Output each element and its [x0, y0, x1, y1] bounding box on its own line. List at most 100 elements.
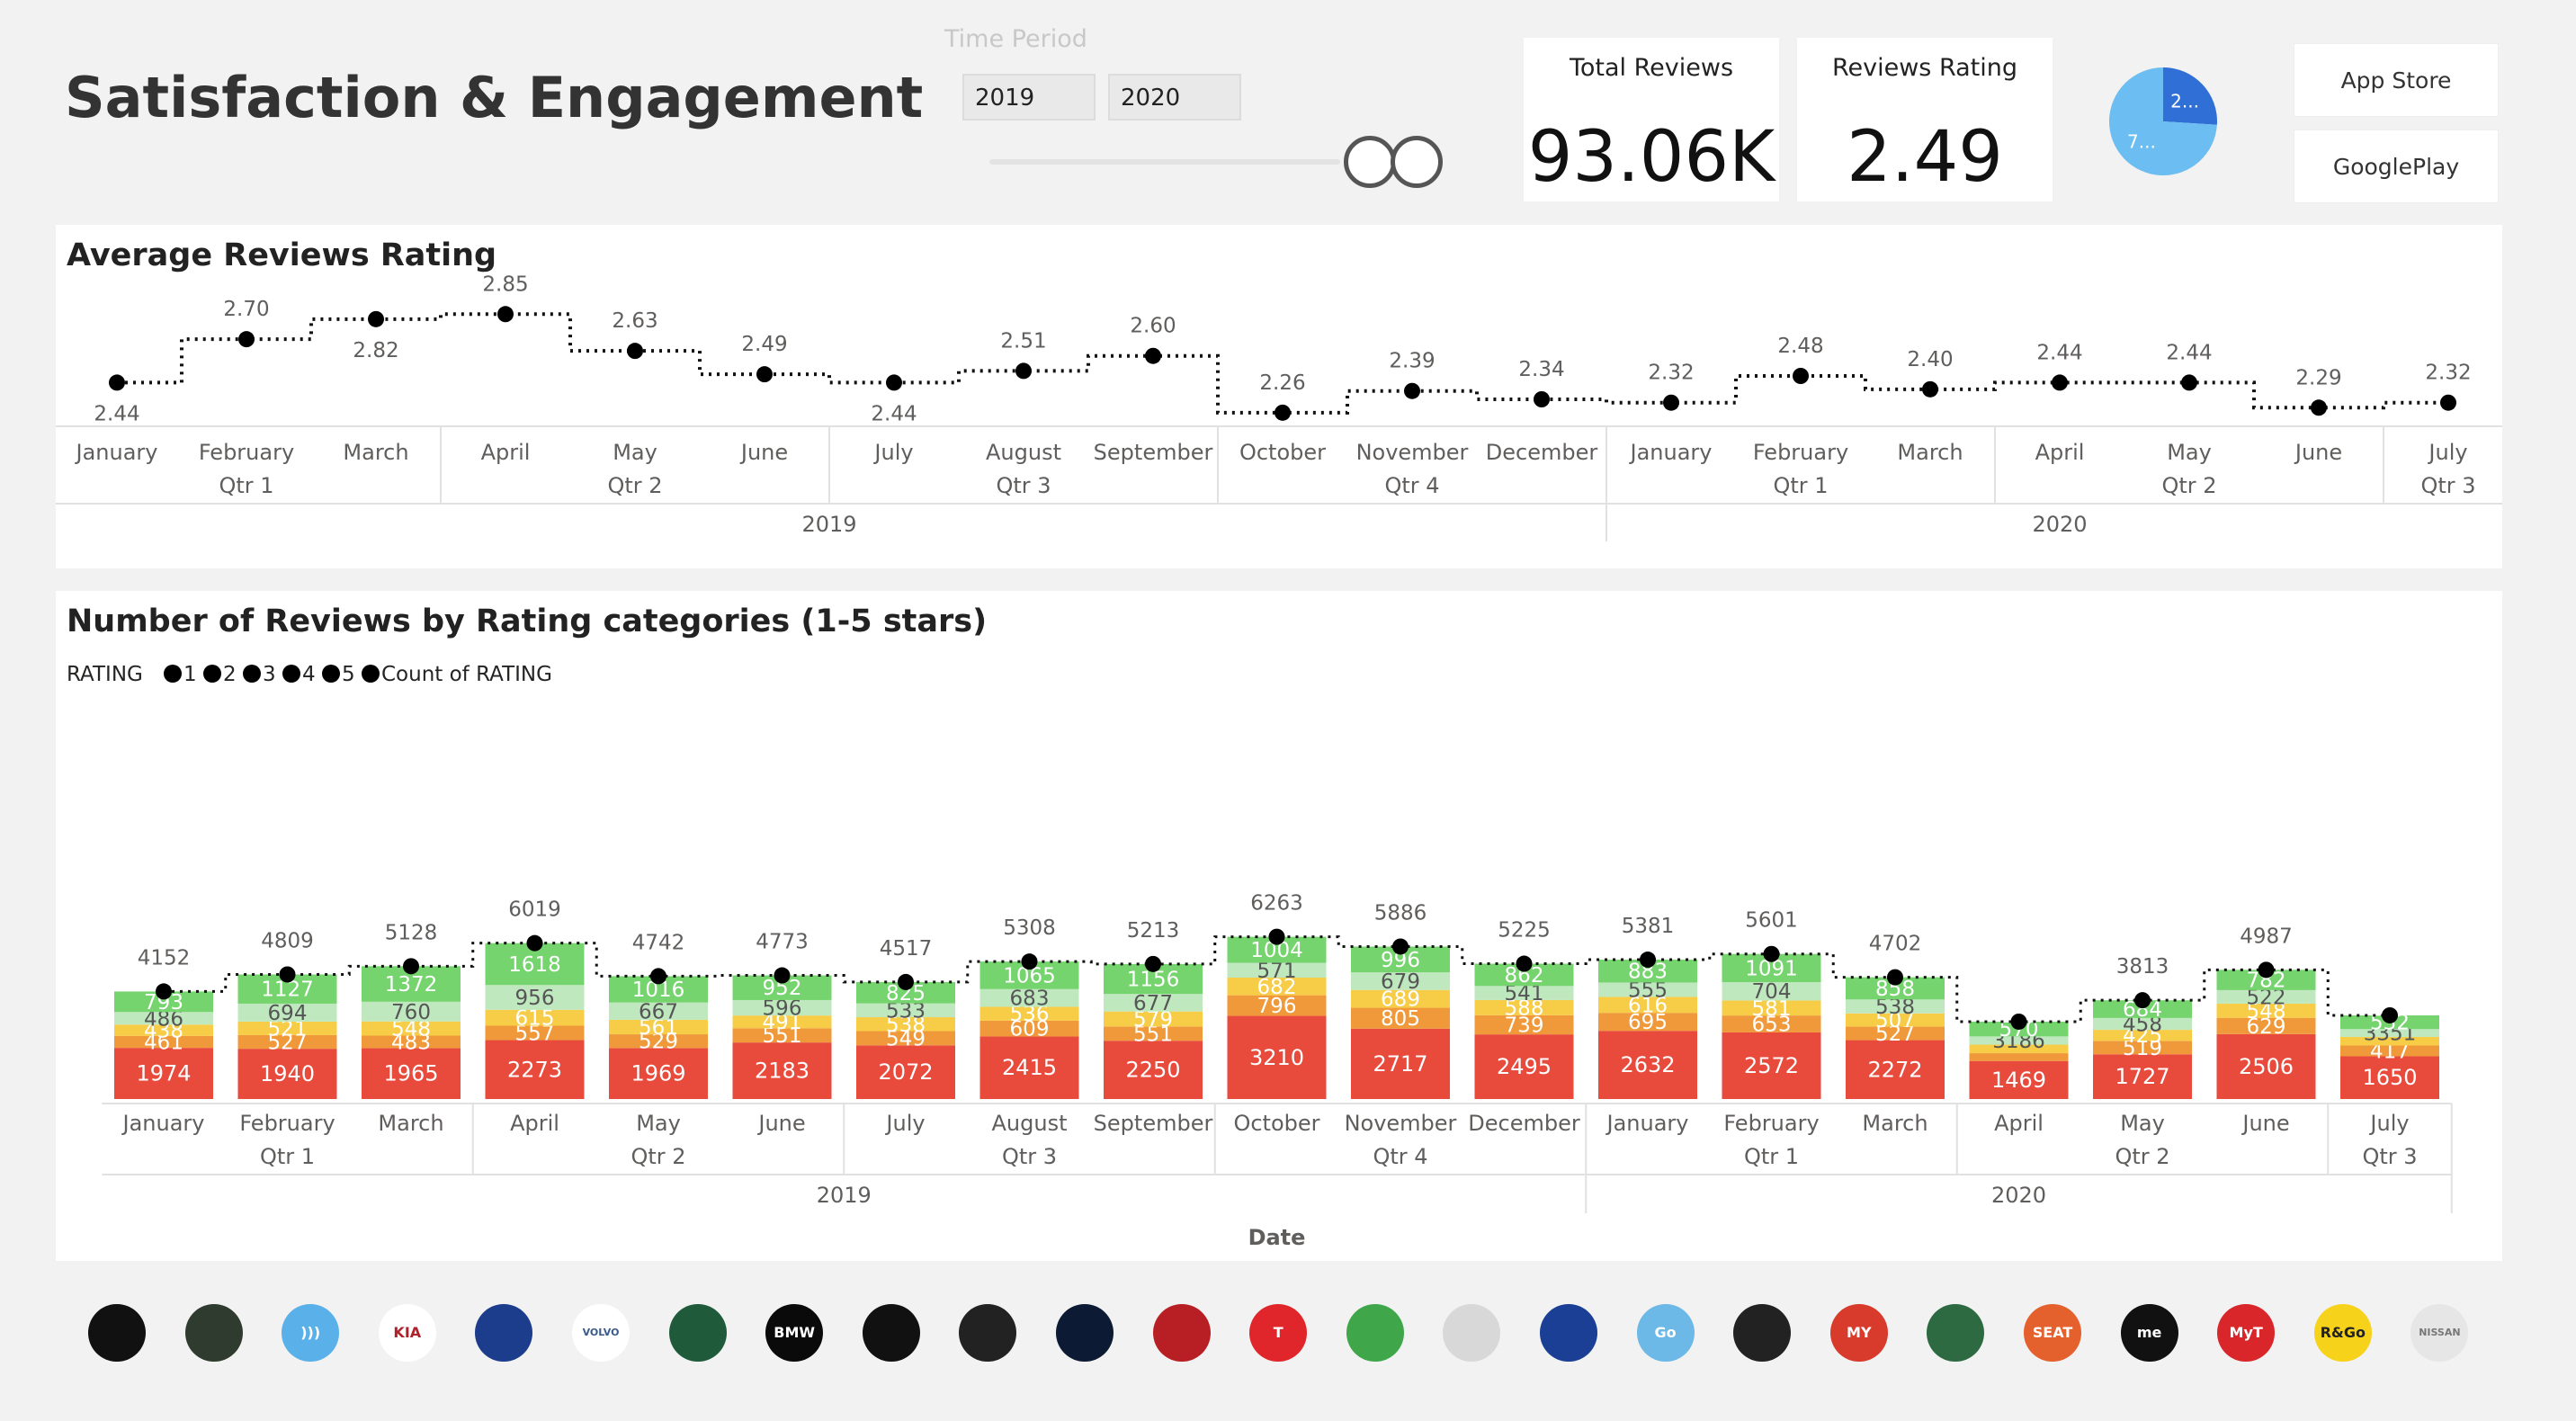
mercedes-logo-icon[interactable] [862, 1304, 920, 1362]
bar-segment-rating-1[interactable] [1598, 1031, 1697, 1099]
legend-marker[interactable] [243, 665, 261, 683]
bar-segment-rating-4[interactable] [1227, 962, 1327, 978]
bar-segment-rating-1[interactable] [2216, 1033, 2316, 1099]
bar-segment-rating-1[interactable] [2340, 1056, 2439, 1099]
bar-segment-rating-2[interactable] [856, 1031, 955, 1046]
avg-rating-point[interactable] [497, 306, 514, 323]
jaguar-remote-logo-icon[interactable] [959, 1304, 1017, 1362]
bar-segment-rating-2[interactable] [1474, 1014, 1574, 1035]
bar-segment-rating-2[interactable] [485, 1025, 585, 1041]
avg-rating-point[interactable] [1404, 382, 1420, 399]
count-point[interactable] [1640, 952, 1656, 969]
bar-segment-rating-5[interactable] [114, 991, 213, 1013]
avg-rating-point[interactable] [109, 374, 125, 391]
bar-segment-rating-3[interactable] [1227, 977, 1327, 996]
legend-marker[interactable] [203, 665, 221, 683]
audi-logo-icon[interactable] [1152, 1304, 1211, 1362]
bar-segment-rating-3[interactable] [1722, 1000, 1821, 1016]
bar-segment-rating-1[interactable] [1474, 1034, 1574, 1099]
count-point[interactable] [774, 967, 791, 984]
avg-rating-point[interactable] [1663, 394, 1679, 411]
hyundai-logo-icon[interactable] [1540, 1304, 1597, 1362]
remote-go-logo-icon[interactable]: Go [1636, 1304, 1695, 1362]
count-point[interactable] [1268, 928, 1285, 945]
bar-segment-rating-2[interactable] [1969, 1053, 2069, 1061]
bar-segment-rating-3[interactable] [1474, 999, 1574, 1015]
android-bot-logo-icon[interactable] [184, 1304, 243, 1362]
bar-segment-rating-2[interactable] [609, 1034, 708, 1049]
legend-marker[interactable] [362, 665, 380, 683]
bar-segment-rating-1[interactable] [1104, 1041, 1203, 1099]
avg-rating-point[interactable] [1534, 391, 1550, 407]
bar-segment-rating-3[interactable] [979, 1006, 1079, 1021]
bar-segment-rating-3[interactable] [1969, 1044, 2069, 1054]
bar-segment-rating-4[interactable] [2093, 1017, 2192, 1031]
legend-item-label[interactable]: Count of RATING [381, 663, 552, 686]
app-store-button[interactable]: App Store [2294, 43, 2499, 117]
avg-rating-point[interactable] [1275, 404, 1291, 421]
bar-segment-rating-3[interactable] [609, 1019, 708, 1035]
count-point[interactable] [2134, 992, 2151, 1009]
google-play-button[interactable]: GooglePlay [2294, 130, 2499, 203]
avg-rating-point[interactable] [886, 374, 902, 391]
bar-segment-rating-3[interactable] [1598, 996, 1697, 1014]
bmw-logo-icon[interactable]: BMW [765, 1304, 824, 1362]
kia-logo-icon[interactable]: KIA [378, 1304, 436, 1362]
bar-segment-rating-3[interactable] [237, 1021, 337, 1035]
bar-segment-rating-2[interactable] [2340, 1045, 2439, 1057]
bar-segment-rating-1[interactable] [856, 1045, 955, 1099]
bar-segment-rating-2[interactable] [979, 1020, 1079, 1037]
subaru-logo-icon[interactable] [475, 1304, 533, 1362]
count-point[interactable] [1516, 955, 1533, 972]
count-point[interactable] [898, 973, 914, 990]
count-point[interactable] [279, 966, 296, 983]
bar-segment-rating-2[interactable] [114, 1035, 213, 1049]
bar-segment-rating-4[interactable] [1474, 986, 1574, 1000]
bar-segment-rating-3[interactable] [856, 1017, 955, 1032]
bar-segment-rating-3[interactable] [485, 1009, 585, 1026]
bar-segment-rating-3[interactable] [1351, 989, 1450, 1008]
end-year-input[interactable]: 2020 [1108, 74, 1241, 121]
jaguar-remote-2-logo-icon[interactable] [1733, 1304, 1792, 1362]
avg-rating-point[interactable] [756, 366, 773, 383]
bar-segment-rating-4[interactable] [362, 1001, 461, 1022]
bar-segment-rating-4[interactable] [2340, 1029, 2439, 1037]
bar-segment-rating-3[interactable] [2340, 1036, 2439, 1046]
bar-segment-rating-3[interactable] [2093, 1030, 2192, 1041]
bar-segment-rating-2[interactable] [1227, 995, 1327, 1016]
avg-rating-point[interactable] [368, 310, 384, 327]
count-point[interactable] [650, 968, 666, 985]
bar-segment-rating-3[interactable] [1104, 1011, 1203, 1027]
pie-slice[interactable] [2163, 67, 2217, 125]
bar-segment-rating-2[interactable] [362, 1035, 461, 1049]
count-point[interactable] [2382, 1006, 2398, 1023]
bar-segment-rating-1[interactable] [2093, 1054, 2192, 1099]
count-point[interactable] [156, 983, 172, 1000]
avg-rating-point[interactable] [2440, 394, 2456, 411]
bar-segment-rating-1[interactable] [1722, 1032, 1821, 1099]
bar-segment-rating-4[interactable] [979, 988, 1079, 1007]
pie-slice[interactable] [2109, 67, 2217, 175]
wifi-app-logo-icon[interactable] [1346, 1304, 1404, 1362]
bar-segment-rating-1[interactable] [1846, 1040, 1945, 1099]
legend-item-label[interactable]: 5 [342, 663, 355, 686]
count-point[interactable] [526, 934, 543, 952]
bar-segment-rating-2[interactable] [1598, 1013, 1697, 1032]
r-and-go-logo-icon[interactable]: R&Go [2313, 1304, 2372, 1362]
bar-segment-rating-2[interactable] [2093, 1041, 2192, 1055]
time-slider-track[interactable] [989, 159, 1340, 165]
bar-segment-rating-1[interactable] [114, 1048, 213, 1099]
bar-segment-rating-2[interactable] [1722, 1015, 1821, 1032]
peugeot-logo-icon[interactable] [1056, 1304, 1114, 1362]
avg-rating-point[interactable] [2052, 374, 2068, 391]
legend-marker[interactable] [282, 665, 300, 683]
bar-segment-rating-4[interactable] [237, 1003, 337, 1022]
bar-segment-rating-5[interactable] [856, 981, 955, 1004]
myt-app-logo-icon[interactable]: MyT [2217, 1304, 2276, 1362]
bar-segment-rating-4[interactable] [1598, 982, 1697, 997]
count-point[interactable] [1392, 938, 1409, 955]
bar-segment-rating-1[interactable] [1227, 1015, 1327, 1099]
bar-segment-rating-4[interactable] [1846, 999, 1945, 1014]
legend-marker[interactable] [164, 665, 182, 683]
avg-rating-point[interactable] [1015, 362, 1032, 380]
